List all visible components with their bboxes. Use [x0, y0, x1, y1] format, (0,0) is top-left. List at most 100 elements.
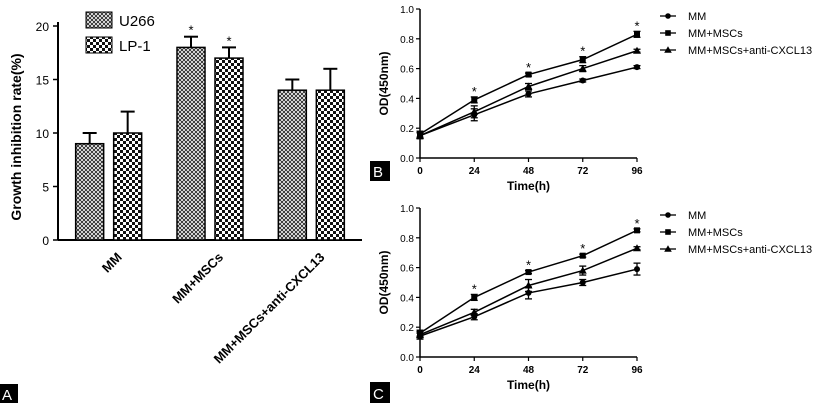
panel-c-data-point	[579, 279, 586, 286]
panel-label-c-text: C	[373, 386, 384, 403]
panel-a-legend-label: LP-1	[119, 38, 151, 55]
panel-c-x-tick-label: 72	[577, 365, 589, 376]
panel-a-significance-marker: *	[226, 33, 231, 48]
panel-b-legend-label: MM	[688, 11, 706, 23]
panel-c-data-point	[633, 244, 641, 252]
panel-label-a: A	[0, 384, 18, 403]
panel-c-data-point	[578, 266, 587, 274]
panel-c-data-point	[634, 266, 640, 273]
panel-c-y-tick-label: 0.4	[400, 293, 414, 304]
panel-c-y-tick-label: 1.0	[400, 204, 414, 215]
panel-a-bar-chart: 0 5 10 15 20 Growth inhibition rate(%) MM * * MM+…	[8, 11, 362, 367]
panel-b-legend-marker	[664, 46, 672, 53]
panel-label-b-text: B	[373, 164, 383, 181]
panel-c-legend-marker	[664, 245, 672, 252]
panel-c-data-point	[471, 294, 478, 301]
panel-c-data-point	[470, 308, 479, 316]
panel-a-significance-marker: *	[188, 23, 193, 38]
panel-b-legend-marker	[665, 30, 671, 36]
panel-a-bar	[74, 142, 105, 241]
panel-c-data-point	[524, 281, 533, 289]
panel-b-x-axis-label: Time(h)	[507, 179, 550, 193]
panel-b-y-tick-label: 0.0	[400, 154, 414, 165]
panel-b-legend-label: MM+MSCs	[688, 28, 743, 40]
panel-a-legend-label: U266	[119, 13, 155, 30]
panel-c-significance-marker: *	[472, 281, 477, 296]
panel-c-x-axis-label: Time(h)	[507, 378, 550, 392]
panel-b-data-point	[578, 64, 587, 72]
panel-b-y-tick-label: 0.4	[400, 94, 414, 105]
panel-b-legend-marker	[665, 13, 671, 19]
panel-c-x-tick-label: 48	[523, 365, 535, 376]
panel-b-data-point	[633, 46, 641, 54]
panel-b-data-point	[524, 82, 533, 90]
panel-b-x-tick-label: 24	[469, 166, 481, 177]
panel-a-category-label: MM+MSCs+anti-CXCL13	[211, 250, 328, 367]
panel-c-y-tick-label: 0.8	[400, 234, 414, 245]
panel-c-legend-marker	[665, 229, 671, 235]
panel-a-category-label: MM	[99, 250, 125, 276]
panel-b-significance-marker: *	[526, 60, 531, 75]
panel-b-x-tick-label: 48	[523, 166, 535, 177]
panel-label-c: C	[370, 382, 390, 403]
panel-a-legend-swatch	[85, 11, 113, 29]
panel-a-y-tick-label: 20	[36, 20, 50, 34]
panel-c-legend-label: MM+MSCs	[688, 227, 743, 239]
panel-b-data-point	[416, 131, 424, 139]
panel-b-data-point	[634, 31, 640, 38]
panel-b-y-tick-label: 0.2	[400, 124, 414, 135]
panel-c-x-tick-label: 24	[469, 365, 481, 376]
panel-a-y-tick-label: 0	[42, 234, 49, 248]
panel-c-y-tick-label: 0.2	[400, 323, 414, 334]
panel-a-bar	[176, 46, 206, 241]
panel-label-b: B	[370, 161, 390, 181]
panel-c-x-tick-label: 0	[417, 365, 423, 376]
panel-b-y-tick-label: 0.8	[400, 35, 414, 46]
panel-b-data-point	[634, 64, 640, 71]
panel-b-y-tick-label: 1.0	[400, 5, 414, 16]
panel-c-data-point	[579, 252, 586, 259]
panel-c-y-tick-label: 0.0	[400, 353, 414, 364]
panel-c-legend-label: MM	[688, 210, 706, 222]
panel-c-legend-marker	[665, 212, 671, 218]
panel-a-y-tick-label: 5	[42, 181, 49, 195]
panel-b-significance-marker: *	[472, 84, 477, 99]
panel-c-y-tick-label: 0.6	[400, 264, 414, 275]
panel-b-legend-label: MM+MSCs+anti-CXCL13	[688, 45, 812, 57]
panel-b-data-point	[525, 90, 532, 97]
panel-b-data-point	[525, 71, 532, 78]
panel-a-legend-swatch	[85, 36, 113, 54]
panel-a-y-tick-label: 15	[36, 74, 50, 88]
panel-b-y-axis-label: OD(450nm)	[377, 51, 391, 115]
panel-b-x-tick-label: 0	[417, 166, 423, 177]
panel-b-data-point	[471, 96, 478, 103]
panel-b-x-tick-label: 96	[631, 166, 643, 177]
panel-c-x-tick-label: 96	[631, 365, 643, 376]
panel-b-data-point	[579, 77, 586, 84]
panel-a-bar	[214, 57, 244, 241]
panel-c-significance-marker: *	[580, 241, 585, 256]
panel-b-significance-marker: *	[634, 18, 639, 33]
panel-a-y-tick-label: 10	[36, 127, 50, 141]
panel-c-legend-label: MM+MSCs+anti-CXCL13	[688, 244, 812, 256]
panel-c-y-axis-label: OD(450nm)	[377, 250, 391, 314]
panel-c-significance-marker: *	[634, 216, 639, 231]
panel-c-data-point	[634, 227, 640, 234]
panel-b-data-point	[579, 56, 586, 63]
panel-c-data-point	[416, 330, 424, 338]
panel-b-line-chart: 0.0 0.2 0.4 0.6 0.8 1.0 0 24 48 72 96 Time(h) OD(450…	[377, 5, 812, 193]
panel-c-data-point	[525, 269, 532, 276]
panel-b-x-tick-label: 72	[577, 166, 589, 177]
panel-b-y-tick-label: 0.6	[400, 65, 414, 76]
panel-a-bar	[315, 89, 346, 241]
panel-a-category-label: MM+MSCs	[169, 250, 226, 307]
panel-c-line-chart: 0.0 0.2 0.4 0.6 0.8 1.0 0 24 48 72 96 Time(h) OD(450…	[377, 204, 812, 392]
panel-b-data-point	[470, 107, 479, 115]
panel-b-significance-marker: *	[580, 44, 585, 59]
panel-a-bar	[112, 132, 143, 241]
panel-c-significance-marker: *	[526, 258, 531, 273]
panel-a-bar	[277, 89, 308, 241]
panel-a-y-axis-label: Growth inhibition rate(%)	[8, 53, 24, 220]
panel-label-a-text: A	[2, 387, 12, 403]
